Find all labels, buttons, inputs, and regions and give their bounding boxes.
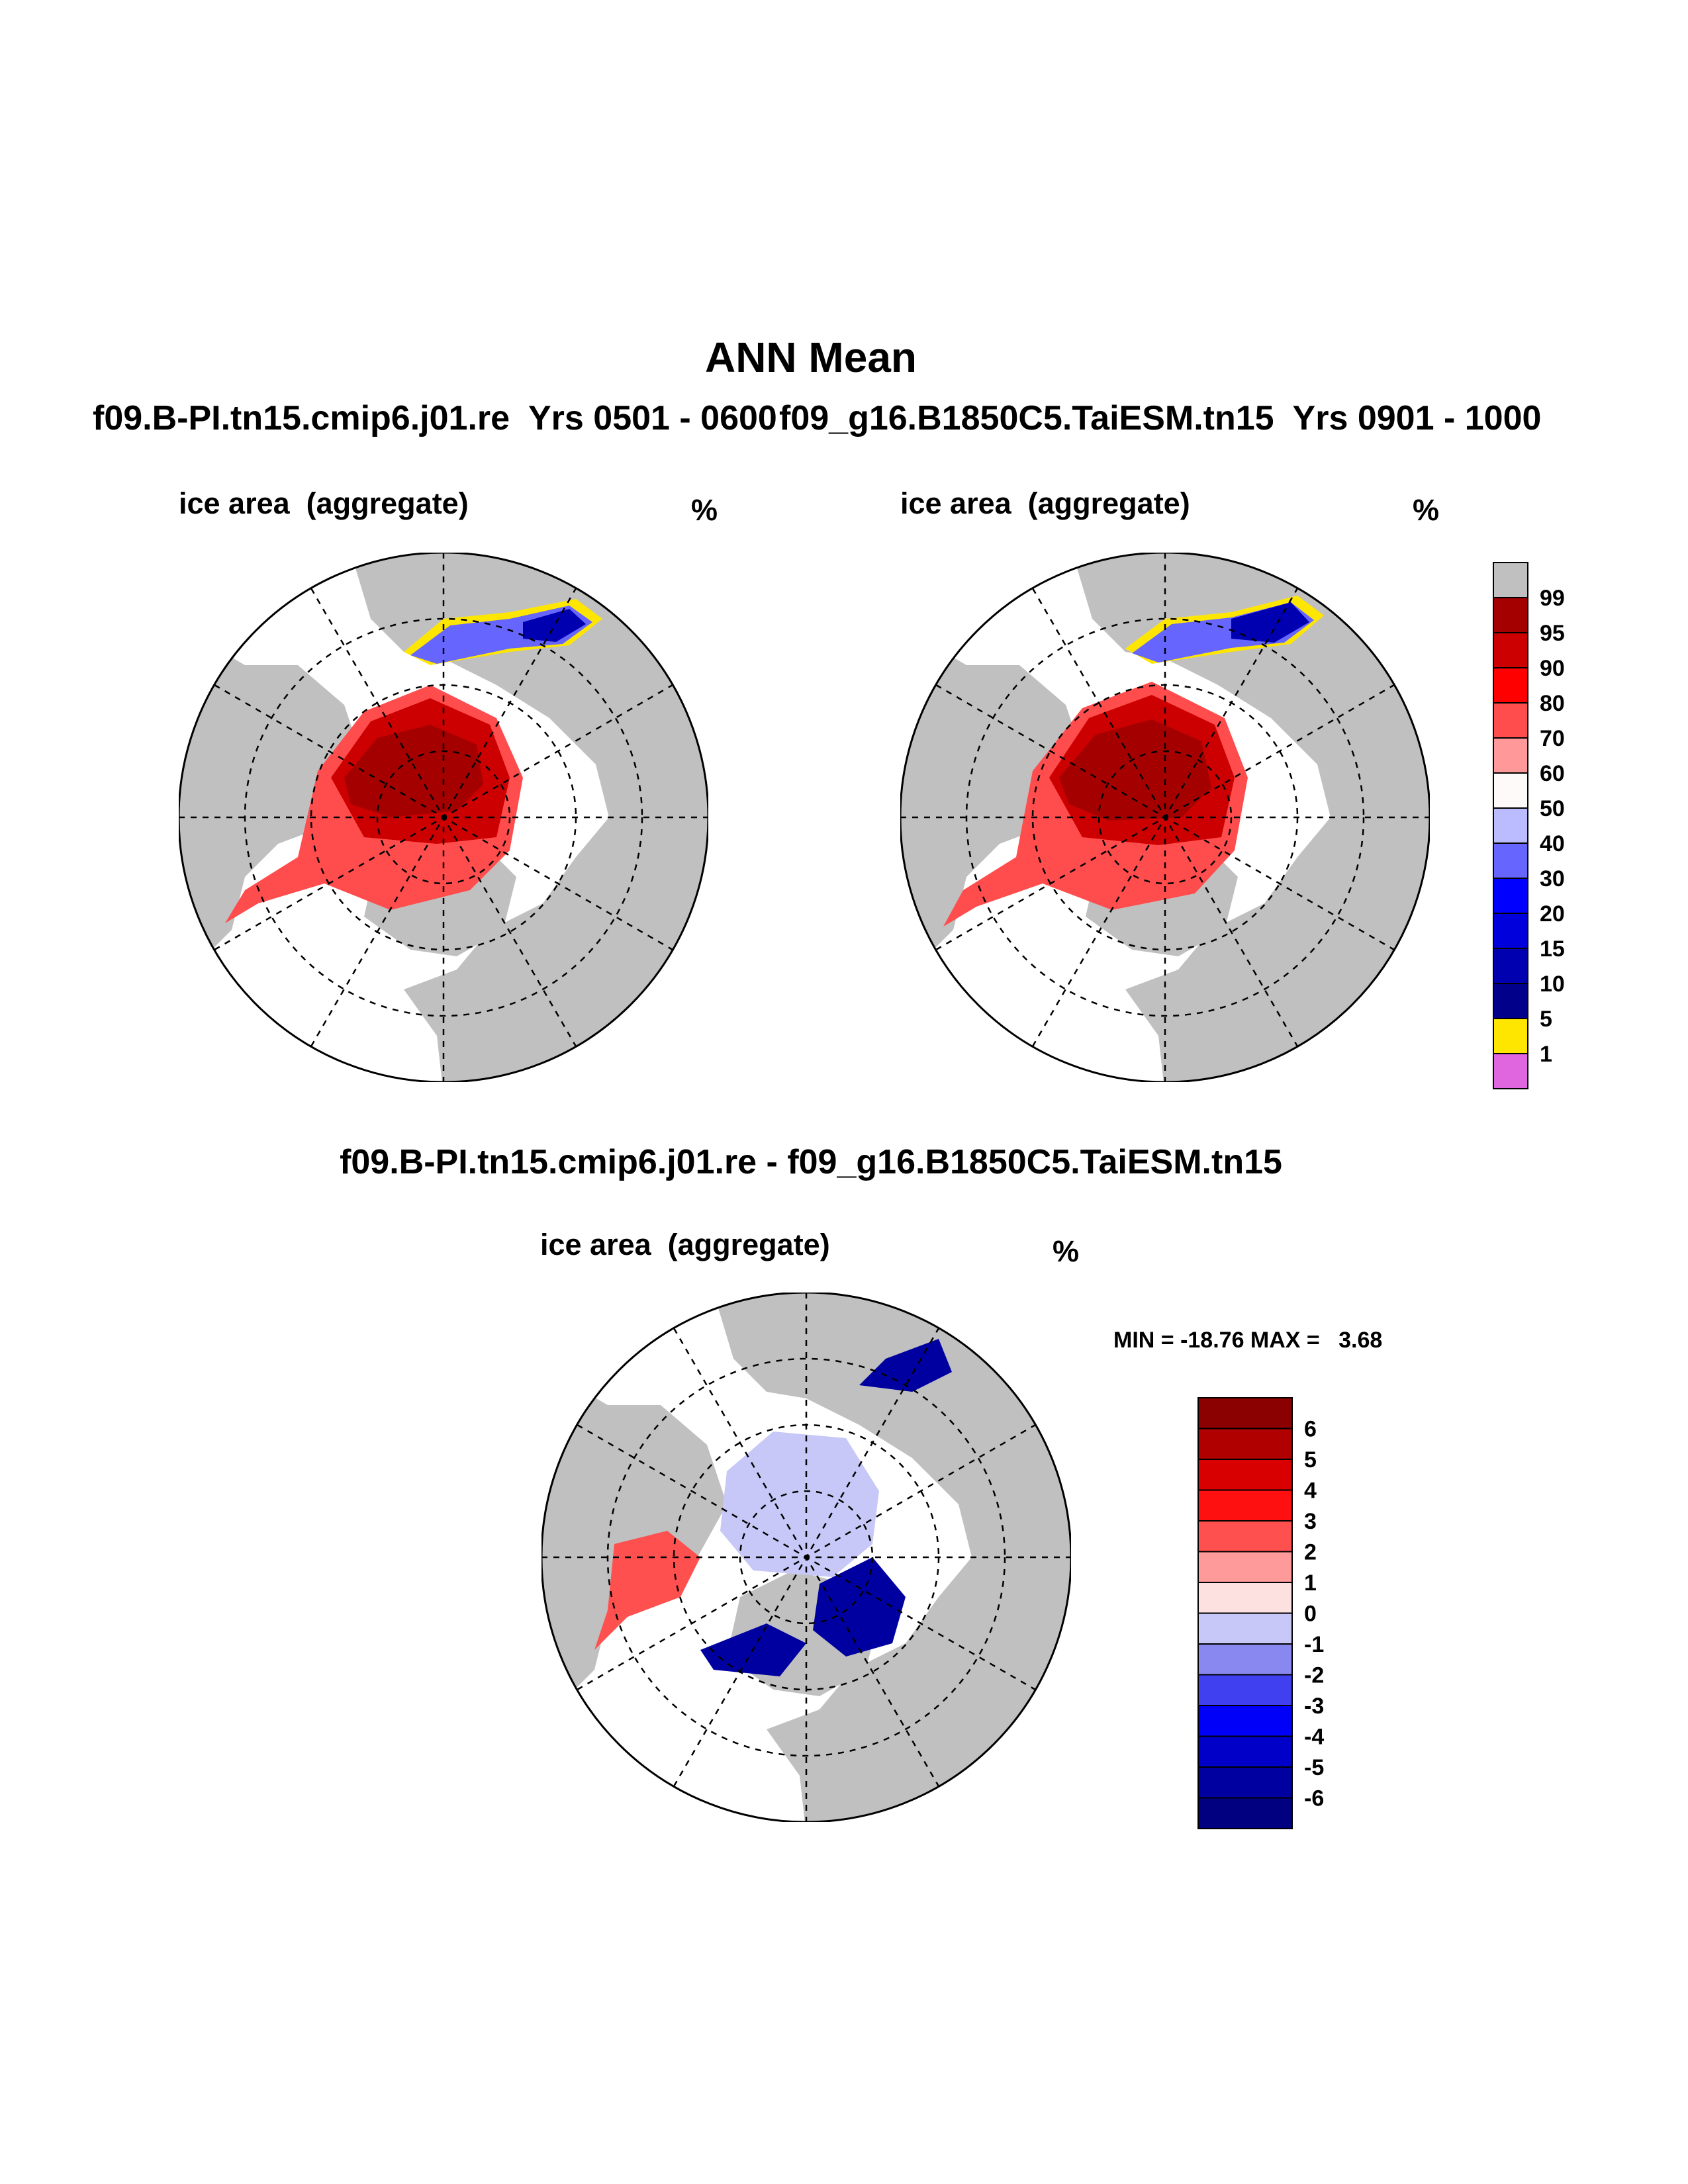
diff-colorbar-box [1197, 1705, 1293, 1737]
abs-colorbar-label: 50 [1540, 796, 1565, 821]
abs-colorbar-label: 1 [1540, 1042, 1552, 1067]
main-title: ANN Mean [704, 334, 917, 381]
abs-colorbar-label: 15 [1540, 936, 1565, 962]
diff-colorbar-box [1197, 1797, 1293, 1829]
land-north-america [541, 1359, 727, 1716]
diff-colorbar-label: 1 [1304, 1570, 1317, 1596]
diff-hudson-positive [594, 1531, 700, 1650]
abs-colorbar-box [1493, 667, 1528, 704]
graticule [900, 553, 1430, 1082]
graticule [179, 553, 708, 1082]
sea-ice-min [1231, 602, 1309, 643]
abs-colorbar-label: 90 [1540, 656, 1565, 681]
difference-colorbar: 6 5 4 3 2 1 0 -1 -2 -3 -4 -5 -6 [1197, 1397, 1324, 1829]
abs-colorbar-box [1493, 983, 1528, 1019]
diff-colorbar-box [1197, 1582, 1293, 1614]
land-north-america [179, 619, 364, 976]
abs-colorbar-label: 10 [1540, 972, 1565, 997]
abs-colorbar-box [1493, 562, 1528, 598]
right-panel-variable: ice area (aggregate) [900, 486, 1190, 520]
diff-colorbar-box [1197, 1612, 1293, 1645]
abs-colorbar-box [1493, 1018, 1528, 1054]
diff-colorbar-label: -6 [1304, 1786, 1324, 1811]
sea-ice-core [1059, 719, 1211, 821]
abs-colorbar-label: 20 [1540, 901, 1565, 927]
diff-colorbar-box [1197, 1643, 1293, 1676]
left-panel-variable: ice area (aggregate) [179, 486, 469, 520]
abs-colorbar-box [1493, 737, 1528, 774]
diff-colorbar-label: -3 [1304, 1694, 1324, 1719]
abs-colorbar-box [1493, 702, 1528, 739]
diff-colorbar-box [1197, 1674, 1293, 1706]
diff-panel-variable: ice area (aggregate) [540, 1228, 830, 1261]
difference-polar-map [541, 1293, 1071, 1822]
diff-colorbar-label: -5 [1304, 1755, 1324, 1780]
abs-colorbar-box [1493, 597, 1528, 633]
diff-colorbar-box [1197, 1735, 1293, 1768]
diff-okhotsk-negative [859, 1339, 952, 1392]
left-case-title: f09.B-PI.tn15.cmip6.j01.re Yrs 0501 - 06… [93, 399, 777, 437]
left-panel-unit: % [691, 493, 718, 527]
right-panel-unit: % [1413, 493, 1440, 527]
abs-colorbar-label: 99 [1540, 586, 1565, 611]
diff-colorbar-box [1197, 1520, 1293, 1553]
diff-colorbar-label: 2 [1304, 1540, 1317, 1565]
diff-panel-unit: % [1053, 1234, 1080, 1268]
diff-colorbar-label: 0 [1304, 1602, 1317, 1627]
abs-colorbar-label: 95 [1540, 621, 1565, 646]
graticule [541, 1293, 1071, 1822]
abs-colorbar-box [1493, 878, 1528, 914]
abs-colorbar-label: 60 [1540, 761, 1565, 786]
left-polar-map [179, 553, 708, 1082]
abs-colorbar-label: 5 [1540, 1007, 1552, 1032]
sea-ice-min [523, 609, 586, 642]
abs-colorbar-box [1493, 913, 1528, 949]
right-polar-map [900, 553, 1430, 1082]
abs-colorbar-box [1493, 842, 1528, 879]
diff-colorbar-box [1197, 1551, 1293, 1583]
min-max-stats: MIN = -18.76 MAX = 3.68 [1113, 1328, 1383, 1353]
diff-colorbar-label: 6 [1304, 1417, 1317, 1442]
land-north-america [900, 619, 1086, 976]
abs-colorbar-box [1493, 772, 1528, 809]
abs-colorbar-box [1493, 1053, 1528, 1089]
diff-colorbar-box [1197, 1428, 1293, 1460]
abs-colorbar-label: 30 [1540, 866, 1565, 891]
absolute-colorbar: 99 95 90 80 70 60 50 40 30 20 15 10 5 1 [1493, 562, 1565, 1089]
abs-colorbar-label: 70 [1540, 726, 1565, 751]
diff-colorbar-box [1197, 1397, 1293, 1430]
diff-weak-negative [720, 1432, 879, 1577]
diff-colorbar-box [1197, 1766, 1293, 1799]
abs-colorbar-label: 40 [1540, 831, 1565, 856]
sea-ice-core [344, 725, 483, 817]
diff-colorbar-box [1197, 1489, 1293, 1522]
diff-colorbar-label: -2 [1304, 1663, 1324, 1688]
abs-colorbar-label: 80 [1540, 691, 1565, 716]
diff-colorbar-label: 5 [1304, 1447, 1317, 1473]
diff-barents-negative [813, 1557, 906, 1657]
abs-colorbar-box [1493, 948, 1528, 984]
right-case-title: f09_g16.B1850C5.TaiESM.tn15 Yrs 0901 - 1… [779, 399, 1542, 437]
difference-title: f09.B-PI.tn15.cmip6.j01.re - f09_g16.B18… [340, 1143, 1282, 1181]
diff-colorbar-box [1197, 1459, 1293, 1491]
abs-colorbar-box [1493, 807, 1528, 844]
abs-colorbar-box [1493, 632, 1528, 668]
diff-colorbar-label: 3 [1304, 1509, 1317, 1534]
diff-colorbar-label: -1 [1304, 1632, 1324, 1657]
diff-colorbar-label: -4 [1304, 1725, 1324, 1750]
diff-colorbar-label: 4 [1304, 1479, 1317, 1504]
